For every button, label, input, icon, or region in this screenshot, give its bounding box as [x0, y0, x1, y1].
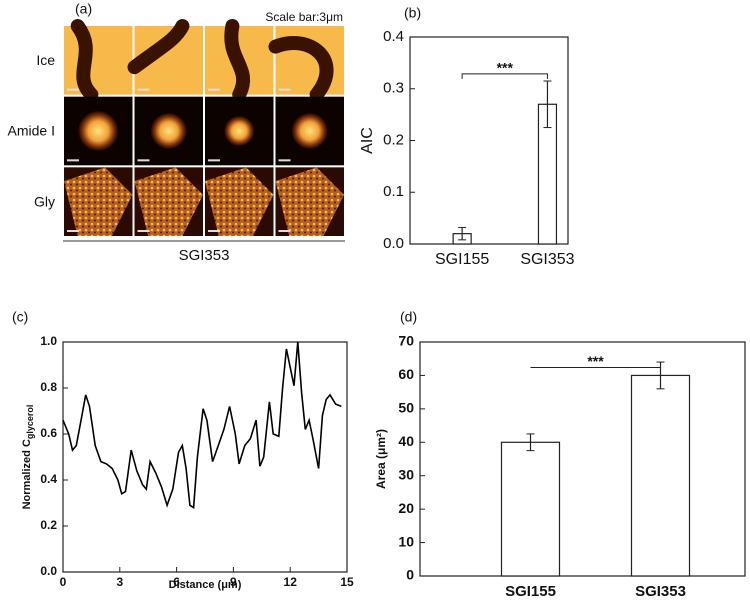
- y-tick-label: 70: [398, 333, 414, 349]
- x-tick-label: 9: [230, 575, 237, 589]
- ice-channel: [127, 19, 190, 75]
- bar: [500, 441, 561, 577]
- y-tick-label: 0.0: [383, 235, 404, 252]
- amide-blob: [150, 113, 187, 149]
- y-tick-label: 0.8: [40, 380, 57, 394]
- row-label: Amide I: [8, 123, 55, 139]
- row-label: Gly: [34, 193, 55, 209]
- gly-region: [205, 167, 274, 236]
- scale-bar: [137, 88, 150, 91]
- amide-blob: [224, 116, 255, 146]
- y-axis-label: Area (μm²): [374, 429, 388, 489]
- y-tick-label: 0.6: [40, 426, 57, 440]
- y-tick-label: 0.2: [40, 518, 57, 532]
- significance-label: ***: [587, 353, 604, 369]
- scale-bar: [208, 88, 220, 91]
- plot-frame: [62, 341, 348, 573]
- significance-label: ***: [497, 60, 514, 76]
- x-tick-label: 0: [60, 575, 67, 589]
- scale-bar: [208, 159, 220, 162]
- row-label: Ice: [36, 52, 55, 68]
- ice-channel: [70, 19, 99, 102]
- scale-bar: [67, 88, 79, 91]
- x-axis-label: Distance (μm): [169, 579, 242, 591]
- y-axis-label-sub: glycerol: [25, 405, 35, 440]
- y-tick-label: 1.0: [40, 334, 57, 348]
- panel-label: (a): [75, 1, 92, 17]
- y-tick-label: 0: [406, 567, 414, 583]
- ice-image: [64, 26, 133, 95]
- y-axis-label-main: Normalized C: [21, 439, 33, 509]
- x-tick-label: 3: [116, 575, 123, 589]
- y-tick-label: 30: [398, 466, 414, 482]
- gly-region: [275, 167, 344, 236]
- x-tick-label: 6: [173, 575, 180, 589]
- y-tick-label: 0.4: [383, 28, 404, 45]
- panel-label: (c): [12, 309, 28, 325]
- y-axis-label: Normalized Cglycerol: [21, 405, 35, 510]
- amide-blob: [78, 111, 119, 151]
- y-tick-label: 0.2: [383, 131, 404, 148]
- y-tick-label: 0.1: [383, 183, 404, 200]
- x-tick-label: SGI353: [635, 583, 686, 600]
- data-line: [62, 341, 342, 509]
- y-tick-label: 0.3: [383, 80, 404, 97]
- plot-frame: [419, 341, 746, 577]
- scale-bar: [278, 230, 291, 232]
- bar: [630, 374, 691, 577]
- y-tick-label: 10: [398, 533, 414, 549]
- x-axis-label: SGI353: [179, 247, 230, 264]
- ice-channel: [268, 36, 334, 102]
- y-tick-label: 50: [398, 400, 414, 416]
- y-tick-label: 20: [398, 500, 414, 516]
- x-tick-label: SGI155: [505, 583, 556, 600]
- amide-blob: [291, 113, 328, 149]
- significance-bracket: [461, 73, 548, 79]
- scale-bar: [137, 159, 150, 162]
- x-tick-label: SGI353: [520, 251, 574, 268]
- y-tick-label: 0.4: [40, 472, 57, 486]
- scale-bar: [137, 230, 150, 232]
- x-tick-label: SGI155: [435, 251, 489, 268]
- x-tick-label: 15: [340, 575, 354, 589]
- y-axis-label: AIC: [359, 127, 376, 154]
- x-tick-label: 12: [284, 575, 298, 589]
- panel-label: (d): [400, 309, 417, 325]
- ice-channel: [224, 19, 251, 102]
- scale-bar: [67, 159, 79, 162]
- scale-bar: [278, 159, 291, 162]
- y-tick-label: 0.0: [40, 564, 57, 578]
- y-tick-label: 40: [398, 433, 414, 449]
- scale-note: Scale bar:3μm: [265, 10, 343, 24]
- scale-bar: [67, 230, 79, 232]
- gly-region: [64, 167, 133, 236]
- ice-image: [275, 26, 344, 95]
- scale-bar: [278, 88, 291, 91]
- gly-region: [134, 167, 203, 236]
- panel-label: (b): [404, 5, 421, 21]
- y-tick-label: 60: [398, 366, 414, 382]
- scale-bar: [208, 230, 220, 232]
